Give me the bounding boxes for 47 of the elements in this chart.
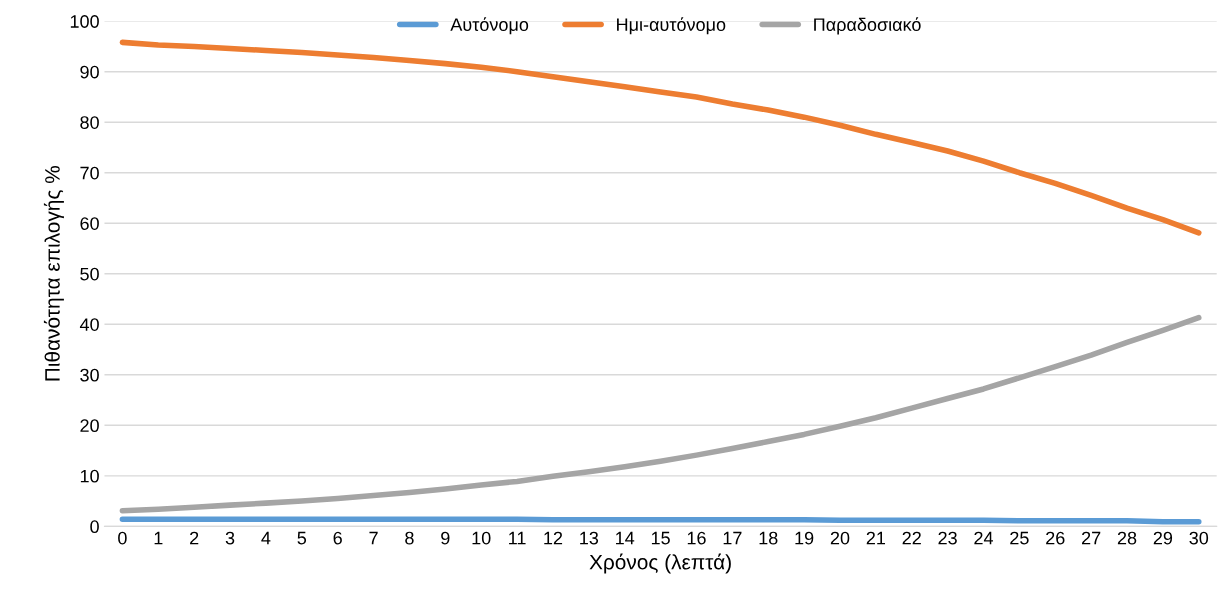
x-tick-label: 10 <box>472 531 491 545</box>
x-tick-label: 11 <box>509 531 526 545</box>
x-tick-label: 8 <box>405 531 414 545</box>
x-tick-label: 0 <box>118 531 127 545</box>
x-tick-label: 2 <box>190 531 199 545</box>
x-tick-label: 17 <box>723 531 742 545</box>
y-tick-label: 40 <box>79 318 99 331</box>
y-tick-label: 10 <box>80 469 99 483</box>
x-tick-label: 23 <box>938 531 957 545</box>
legend-label: Αυτόνομο <box>450 17 529 35</box>
y-tick-label: 90 <box>80 65 99 79</box>
y-tick-label: 0 <box>90 520 99 534</box>
x-tick-label: 27 <box>1082 531 1101 545</box>
x-tick-label: 20 <box>830 531 850 545</box>
x-tick-label: 7 <box>369 531 378 545</box>
x-tick-label: 29 <box>1153 531 1173 545</box>
y-tick-label: 50 <box>80 267 99 281</box>
x-tick-label: 16 <box>687 531 706 545</box>
y-tick-label: 80 <box>80 116 99 129</box>
y-tick-label: 100 <box>70 15 99 28</box>
x-tick-label: 22 <box>902 531 921 545</box>
x-tick-label: 30 <box>1189 531 1209 545</box>
x-tick-label: 15 <box>651 531 670 545</box>
x-tick-label: 12 <box>544 531 563 545</box>
x-tick-label: 25 <box>1010 531 1029 545</box>
x-axis-title: Χρόνος (λεπτά) <box>589 553 731 574</box>
y-tick-label: 60 <box>80 217 99 230</box>
x-tick-label: 19 <box>795 531 814 545</box>
x-tick-label: 5 <box>297 531 307 545</box>
x-tick-label: 4 <box>261 531 271 545</box>
x-tick-label: 3 <box>225 531 235 545</box>
legend-label: Παραδοσιακό <box>814 17 921 35</box>
x-tick-label: 28 <box>1117 531 1137 545</box>
y-tick-label: 30 <box>80 368 99 382</box>
x-tick-label: 24 <box>974 531 994 545</box>
x-tick-label: 9 <box>441 531 450 545</box>
y-tick-label: 20 <box>80 419 99 433</box>
x-tick-label: 13 <box>580 531 599 545</box>
x-tick-label: 1 <box>154 531 163 545</box>
x-tick-label: 14 <box>616 531 635 545</box>
legend-label: Ημι-αυτόνομο <box>617 17 726 35</box>
y-axis-title: Πιθανότητα επιλογής % <box>43 166 64 381</box>
x-tick-label: 26 <box>1046 531 1065 545</box>
x-tick-label: 21 <box>866 531 886 545</box>
x-tick-label: 18 <box>759 531 778 545</box>
y-tick-label: 70 <box>80 166 99 180</box>
x-tick-label: 6 <box>333 531 342 545</box>
